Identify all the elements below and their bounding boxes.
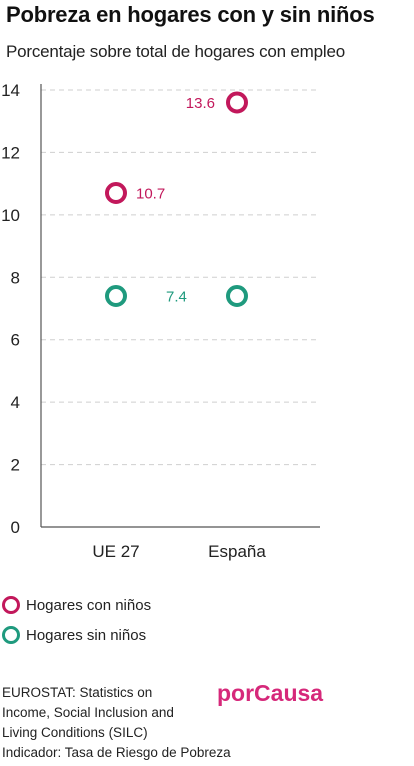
chart-plot: 0 2 4 6 8 10 12 14 UE 27 España 10.7 13.6 7.4 bbox=[1, 81, 320, 561]
axes: 0 2 4 6 8 10 12 14 UE 27 España bbox=[1, 81, 320, 561]
source-line: Living Conditions (SILC) bbox=[2, 725, 148, 740]
y-tick-label: 10 bbox=[1, 206, 20, 225]
legend-label-sin-ninos: Hogares sin niños bbox=[26, 626, 147, 644]
data-point bbox=[105, 285, 127, 308]
chart-subtitle: Porcentaje sobre total de hogares con em… bbox=[6, 42, 345, 61]
legend-marker-sin-ninos bbox=[2, 626, 20, 644]
y-tick-label: 12 bbox=[1, 143, 20, 162]
source-line: Income, Social Inclusion and bbox=[2, 705, 174, 720]
data-point bbox=[226, 285, 248, 308]
data-label: 7.4 bbox=[166, 289, 187, 306]
source-note: EUROSTAT: Statistics on Income, Social I… bbox=[2, 683, 231, 763]
y-tick-label: 0 bbox=[11, 518, 20, 537]
legend-item-con-ninos: Hogares con niños bbox=[2, 590, 151, 620]
data-label: 10.7 bbox=[136, 186, 165, 203]
data-marks: 10.7 13.6 7.4 bbox=[105, 91, 248, 308]
y-tick-label: 4 bbox=[11, 393, 20, 412]
source-line: Indicador: Tasa de Riesgo de Pobreza bbox=[2, 745, 231, 760]
data-point bbox=[226, 91, 248, 114]
source-line: EUROSTAT: Statistics on bbox=[2, 685, 153, 700]
data-point bbox=[105, 182, 127, 205]
data-label: 13.6 bbox=[186, 95, 215, 112]
y-tick-label: 14 bbox=[1, 81, 20, 100]
legend-item-sin-ninos: Hogares sin niños bbox=[2, 620, 151, 650]
y-tick-label: 6 bbox=[11, 331, 20, 350]
grid-lines bbox=[41, 89, 320, 466]
x-tick-label: España bbox=[208, 542, 266, 561]
x-tick-label: UE 27 bbox=[92, 542, 139, 561]
legend: Hogares con niños Hogares sin niños bbox=[2, 590, 151, 650]
legend-marker-con-ninos bbox=[2, 596, 20, 614]
brand-logo: porCausa bbox=[217, 680, 324, 706]
chart-title: Pobreza en hogares con y sin niños bbox=[6, 2, 375, 27]
legend-label-con-ninos: Hogares con niños bbox=[26, 596, 152, 614]
y-tick-label: 2 bbox=[11, 456, 20, 475]
y-tick-label: 8 bbox=[11, 268, 20, 287]
